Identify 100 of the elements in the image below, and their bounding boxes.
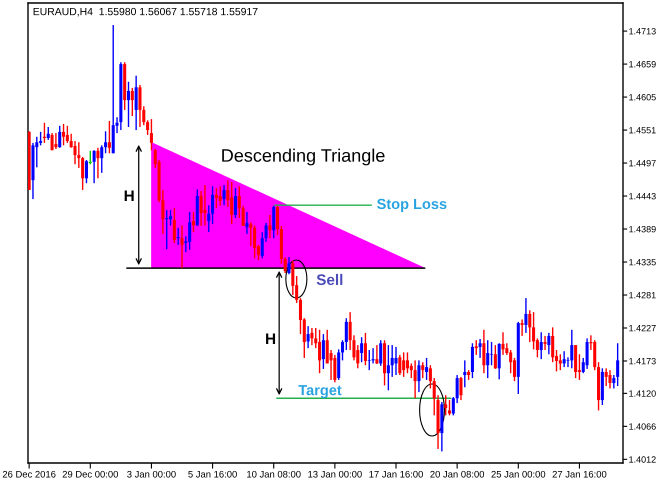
y-tick-label: 1.4551 bbox=[629, 127, 656, 134]
candlestick bbox=[192, 211, 195, 233]
candlestick bbox=[287, 256, 291, 275]
candlestick bbox=[398, 354, 402, 376]
candlestick bbox=[444, 394, 448, 416]
candlestick bbox=[84, 159, 88, 184]
candlestick bbox=[586, 338, 589, 370]
candlestick bbox=[310, 327, 314, 346]
candlestick bbox=[268, 214, 272, 239]
x-tick-label: 20 Jan 08:00 bbox=[430, 470, 484, 478]
y-tick-label: 1.4605 bbox=[629, 94, 656, 100]
candlestick bbox=[414, 360, 417, 399]
candlestick bbox=[540, 332, 543, 360]
candlestick bbox=[138, 84, 142, 128]
candlestick bbox=[318, 329, 322, 374]
candlestick bbox=[130, 87, 134, 117]
y-tick-label: 1.4173 bbox=[629, 358, 656, 364]
candlestick bbox=[616, 342, 620, 387]
annotation: Descending Triangle bbox=[222, 148, 385, 166]
candlestick bbox=[272, 205, 276, 239]
x-tick-label: 26 Dec 2016 bbox=[2, 470, 56, 478]
x-tick-label: 10 Jan 08:00 bbox=[247, 470, 301, 478]
candlestick bbox=[402, 352, 406, 378]
candlestick bbox=[486, 340, 490, 379]
candlestick bbox=[474, 340, 478, 356]
x-tick-label: 5 Jan 16:00 bbox=[188, 470, 237, 478]
candlestick bbox=[570, 329, 574, 370]
candlestick bbox=[406, 352, 409, 374]
candlestick bbox=[501, 332, 505, 356]
x-tick-label: 17 Jan 16:00 bbox=[369, 470, 423, 478]
candlestick bbox=[180, 224, 184, 269]
candlestick bbox=[394, 346, 398, 376]
annotation: H bbox=[124, 190, 134, 201]
candlestick bbox=[386, 344, 390, 391]
candlestick bbox=[604, 368, 608, 387]
candlestick bbox=[463, 360, 466, 388]
candlestick bbox=[326, 329, 329, 364]
x-tick-label: 27 Jan 16:00 bbox=[552, 470, 606, 478]
candlestick bbox=[214, 187, 218, 209]
candlestick bbox=[62, 123, 66, 146]
candlestick bbox=[459, 376, 462, 401]
candlestick bbox=[547, 332, 550, 355]
ref-line-label: Stop Loss bbox=[377, 198, 447, 212]
candlestick bbox=[150, 118, 153, 151]
y-tick-label: 1.4227 bbox=[629, 324, 656, 332]
x-tick-label: 25 Jan 00:00 bbox=[491, 470, 546, 478]
candlestick bbox=[134, 75, 138, 131]
candlestick bbox=[379, 340, 382, 367]
candlestick bbox=[245, 211, 248, 235]
candlestick bbox=[50, 132, 54, 151]
candlestick bbox=[478, 338, 482, 359]
candlestick bbox=[558, 354, 562, 371]
candlestick bbox=[92, 150, 96, 184]
candlestick bbox=[344, 318, 348, 351]
candlestick bbox=[520, 318, 524, 337]
chart-title: EURAUD,H4 1.55980 1.56067 1.55718 1.55917 bbox=[34, 8, 258, 16]
candlestick bbox=[188, 211, 192, 250]
ref-line-label: Target bbox=[298, 385, 342, 398]
candlestick bbox=[172, 208, 176, 244]
y-tick-label: 1.4497 bbox=[629, 160, 656, 166]
candlestick bbox=[234, 187, 238, 219]
y-tick-label: 1.4659 bbox=[629, 61, 656, 68]
y-tick-label: 1.4066 bbox=[629, 423, 656, 430]
y-tick-label: 1.4012 bbox=[629, 456, 656, 463]
y-tick-label: 1.4443 bbox=[629, 193, 656, 200]
candlestick bbox=[230, 181, 234, 225]
candlestick bbox=[364, 332, 367, 366]
y-tick-label: 1.4281 bbox=[629, 292, 656, 298]
x-tick-label: 29 Dec 00:00 bbox=[62, 470, 118, 478]
candlestick bbox=[126, 81, 130, 128]
candlestick bbox=[218, 186, 222, 207]
candlestick bbox=[222, 184, 226, 206]
candlestick bbox=[417, 360, 420, 393]
candlestick bbox=[96, 147, 100, 180]
candlestick bbox=[524, 297, 528, 334]
candlestick bbox=[494, 344, 497, 370]
annotation: H bbox=[266, 333, 276, 344]
candlestick bbox=[203, 184, 206, 226]
candlestick bbox=[551, 326, 554, 363]
candlestick bbox=[360, 336, 364, 363]
candlestick bbox=[58, 125, 62, 148]
candlestick bbox=[333, 354, 336, 384]
y-tick-label: 1.4713 bbox=[629, 28, 656, 34]
annotation: Sell bbox=[316, 274, 342, 286]
x-tick-label: 13 Jan 00:00 bbox=[308, 470, 362, 478]
candlestick bbox=[108, 120, 111, 154]
candlestick bbox=[482, 329, 486, 374]
candlestick bbox=[253, 224, 256, 260]
candlestick bbox=[368, 349, 371, 371]
candlestick bbox=[306, 325, 310, 349]
y-tick-label: 1.4389 bbox=[629, 226, 656, 232]
candlestick bbox=[46, 126, 50, 141]
candlestick bbox=[467, 369, 470, 381]
x-tick-label: 3 Jan 00:00 bbox=[127, 470, 176, 478]
candlestick bbox=[608, 369, 612, 390]
candlestick bbox=[421, 362, 424, 379]
candlestick bbox=[165, 209, 168, 250]
y-tick-label: 1.4120 bbox=[629, 390, 656, 397]
candlestick bbox=[66, 125, 69, 144]
candlestick bbox=[375, 344, 378, 365]
